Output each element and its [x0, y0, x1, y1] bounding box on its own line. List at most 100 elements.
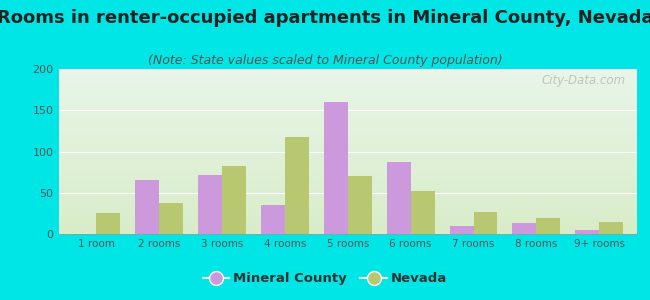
- Bar: [58, 101, 637, 102]
- Bar: [58, 93, 637, 94]
- Bar: [58, 110, 637, 111]
- Bar: [58, 69, 637, 70]
- Bar: [222, 166, 246, 234]
- Bar: [58, 106, 637, 107]
- Bar: [58, 226, 637, 227]
- Bar: [58, 203, 637, 204]
- Bar: [58, 112, 637, 113]
- Bar: [58, 90, 637, 91]
- Bar: [58, 109, 637, 110]
- Bar: [58, 201, 637, 202]
- Bar: [58, 230, 637, 231]
- Bar: [58, 94, 637, 95]
- Bar: [58, 198, 637, 199]
- Bar: [58, 71, 637, 72]
- Bar: [58, 172, 637, 173]
- Bar: [387, 162, 411, 234]
- Bar: [58, 184, 637, 185]
- Bar: [96, 213, 120, 234]
- Bar: [58, 113, 637, 114]
- Bar: [58, 162, 637, 163]
- Bar: [58, 130, 637, 131]
- Bar: [58, 123, 637, 124]
- Bar: [58, 85, 637, 86]
- Bar: [58, 218, 637, 219]
- Bar: [135, 180, 159, 234]
- Bar: [58, 116, 637, 117]
- Bar: [58, 163, 637, 164]
- Bar: [58, 96, 637, 97]
- Bar: [58, 135, 637, 136]
- Bar: [58, 82, 637, 83]
- Bar: [512, 223, 536, 234]
- Bar: [58, 87, 637, 88]
- Bar: [58, 139, 637, 140]
- Bar: [58, 168, 637, 169]
- Bar: [58, 138, 637, 139]
- Bar: [58, 174, 637, 175]
- Bar: [58, 210, 637, 211]
- Bar: [58, 183, 637, 184]
- Bar: [58, 173, 637, 174]
- Bar: [58, 115, 637, 116]
- Bar: [58, 181, 637, 182]
- Bar: [58, 146, 637, 147]
- Bar: [58, 134, 637, 135]
- Bar: [58, 231, 637, 232]
- Bar: [58, 220, 637, 221]
- Bar: [58, 209, 637, 210]
- Bar: [58, 129, 637, 130]
- Bar: [58, 192, 637, 193]
- Bar: [324, 102, 348, 234]
- Bar: [58, 225, 637, 226]
- Bar: [58, 177, 637, 178]
- Bar: [58, 187, 637, 188]
- Bar: [58, 74, 637, 75]
- Bar: [58, 141, 637, 142]
- Bar: [58, 111, 637, 112]
- Bar: [58, 180, 637, 181]
- Bar: [58, 149, 637, 150]
- Bar: [58, 77, 637, 78]
- Bar: [58, 178, 637, 179]
- Bar: [58, 170, 637, 171]
- Bar: [58, 190, 637, 191]
- Bar: [58, 154, 637, 155]
- Bar: [285, 136, 309, 234]
- Bar: [58, 75, 637, 76]
- Bar: [58, 132, 637, 133]
- Bar: [58, 156, 637, 157]
- Bar: [58, 212, 637, 213]
- Bar: [58, 131, 637, 132]
- Bar: [58, 179, 637, 180]
- Bar: [58, 148, 637, 149]
- Bar: [58, 76, 637, 77]
- Text: (Note: State values scaled to Mineral County population): (Note: State values scaled to Mineral Co…: [148, 54, 502, 67]
- Bar: [58, 223, 637, 224]
- Bar: [58, 80, 637, 81]
- Bar: [58, 88, 637, 89]
- Bar: [58, 152, 637, 153]
- Bar: [58, 194, 637, 195]
- Bar: [58, 157, 637, 158]
- Bar: [58, 205, 637, 206]
- Bar: [58, 155, 637, 156]
- Bar: [58, 175, 637, 176]
- Bar: [58, 92, 637, 93]
- Bar: [58, 165, 637, 166]
- Bar: [450, 226, 473, 234]
- Bar: [58, 186, 637, 187]
- Bar: [58, 213, 637, 214]
- Bar: [58, 98, 637, 99]
- Bar: [58, 137, 637, 138]
- Bar: [58, 229, 637, 230]
- Bar: [58, 206, 637, 207]
- Bar: [58, 233, 637, 234]
- Bar: [58, 95, 637, 96]
- Bar: [58, 217, 637, 218]
- Legend: Mineral County, Nevada: Mineral County, Nevada: [198, 267, 452, 290]
- Bar: [58, 200, 637, 201]
- Bar: [58, 204, 637, 205]
- Bar: [58, 114, 637, 115]
- Bar: [58, 105, 637, 106]
